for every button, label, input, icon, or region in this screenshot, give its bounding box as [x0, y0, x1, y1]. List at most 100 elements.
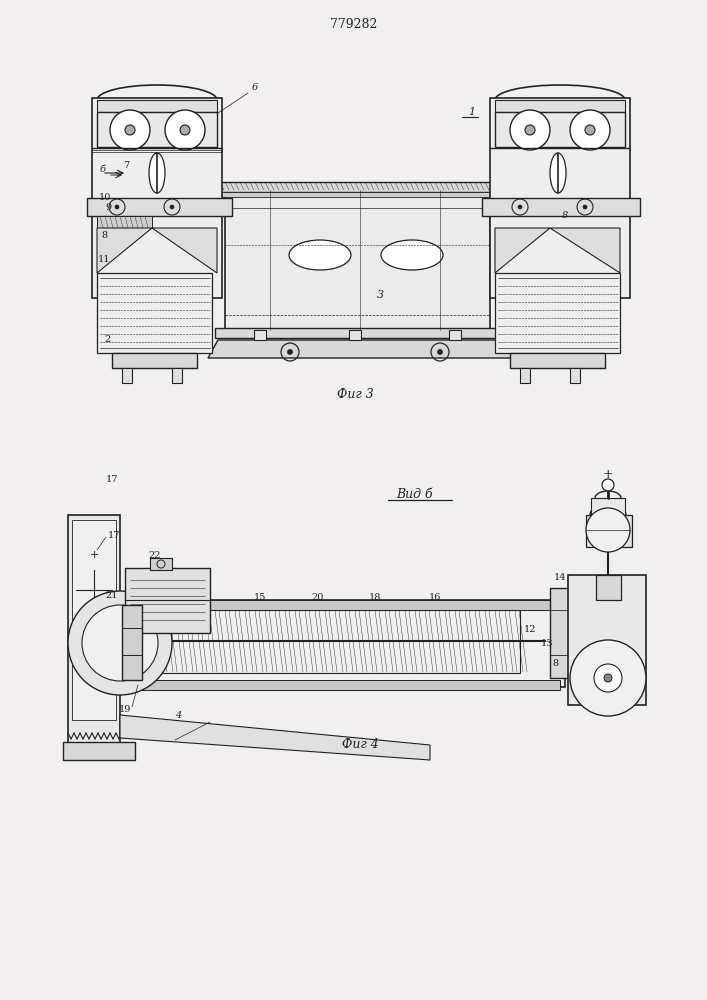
Text: 16: 16 — [429, 592, 441, 601]
Polygon shape — [97, 228, 152, 273]
Circle shape — [570, 110, 610, 150]
Bar — [449, 330, 461, 340]
Bar — [125, 600, 560, 610]
Text: Фиг 3: Фиг 3 — [337, 388, 373, 401]
Bar — [125, 680, 560, 690]
Text: 21: 21 — [106, 590, 118, 599]
Ellipse shape — [149, 153, 165, 193]
Text: 11: 11 — [98, 255, 110, 264]
Circle shape — [288, 350, 293, 355]
Circle shape — [170, 205, 174, 209]
Bar — [210, 192, 505, 197]
Text: Вид б: Вид б — [397, 488, 433, 502]
Circle shape — [68, 591, 172, 695]
Circle shape — [125, 125, 135, 135]
Circle shape — [586, 508, 630, 552]
Bar — [490, 98, 630, 298]
Text: Фиг 4: Фиг 4 — [341, 738, 378, 752]
Circle shape — [110, 110, 150, 150]
Bar — [97, 112, 217, 147]
Bar — [125, 610, 520, 673]
Text: 20: 20 — [312, 592, 325, 601]
Text: 17: 17 — [106, 476, 118, 485]
Circle shape — [604, 674, 612, 682]
Bar — [215, 328, 500, 338]
Bar — [125, 568, 210, 633]
Text: 8: 8 — [552, 658, 558, 668]
Text: 3: 3 — [376, 290, 384, 300]
Bar — [92, 98, 222, 298]
Bar — [225, 190, 490, 330]
Ellipse shape — [550, 153, 566, 193]
Circle shape — [602, 479, 614, 491]
Polygon shape — [120, 715, 430, 760]
Bar — [482, 198, 640, 216]
Bar — [550, 588, 570, 678]
Bar — [97, 273, 212, 353]
Bar — [591, 498, 625, 516]
Text: 15: 15 — [254, 592, 267, 601]
Bar — [97, 100, 217, 112]
Circle shape — [583, 205, 587, 209]
Circle shape — [570, 640, 646, 716]
Text: 9: 9 — [105, 204, 111, 213]
Text: 6: 6 — [252, 84, 258, 93]
Polygon shape — [208, 340, 522, 358]
Text: 19: 19 — [119, 706, 132, 714]
Text: б: б — [100, 165, 106, 174]
Bar — [570, 368, 580, 383]
Bar — [495, 100, 625, 112]
Text: 14: 14 — [554, 574, 566, 582]
Bar — [150, 558, 172, 570]
Circle shape — [180, 125, 190, 135]
Circle shape — [82, 605, 158, 681]
Circle shape — [518, 205, 522, 209]
Text: 10: 10 — [99, 192, 111, 202]
Bar — [63, 742, 135, 760]
Text: 8: 8 — [562, 211, 568, 220]
Polygon shape — [550, 228, 620, 273]
Bar — [495, 273, 620, 353]
Bar — [120, 600, 565, 687]
Ellipse shape — [381, 240, 443, 270]
Text: 12: 12 — [524, 626, 536, 635]
Bar — [495, 112, 625, 147]
Bar — [68, 515, 120, 745]
Bar — [172, 368, 182, 383]
Bar — [254, 330, 266, 340]
Text: 13: 13 — [541, 639, 554, 648]
Polygon shape — [495, 228, 550, 273]
Bar — [122, 368, 132, 383]
Circle shape — [510, 110, 550, 150]
Bar — [596, 575, 621, 600]
Text: 779282: 779282 — [330, 18, 378, 31]
Text: 7: 7 — [123, 160, 129, 169]
Text: 8: 8 — [101, 231, 107, 239]
Bar — [215, 182, 500, 192]
Text: 1: 1 — [469, 107, 476, 117]
Text: 22: 22 — [148, 550, 161, 560]
Bar — [97, 216, 152, 228]
Polygon shape — [152, 228, 217, 273]
Bar — [112, 353, 197, 368]
Circle shape — [594, 664, 622, 692]
Bar — [520, 368, 530, 383]
Bar — [87, 198, 232, 216]
Bar — [72, 520, 116, 720]
Text: +: + — [89, 550, 99, 560]
Circle shape — [115, 205, 119, 209]
Bar — [510, 353, 605, 368]
Circle shape — [438, 350, 443, 355]
Circle shape — [585, 125, 595, 135]
Text: 18: 18 — [369, 592, 381, 601]
Bar — [586, 515, 632, 547]
Text: +: + — [602, 468, 613, 482]
Ellipse shape — [289, 240, 351, 270]
Circle shape — [165, 110, 205, 150]
Bar — [122, 605, 142, 680]
Bar — [349, 330, 361, 340]
Circle shape — [525, 125, 535, 135]
Text: 17: 17 — [107, 530, 120, 540]
Text: 2: 2 — [105, 336, 111, 344]
Bar — [568, 575, 646, 705]
